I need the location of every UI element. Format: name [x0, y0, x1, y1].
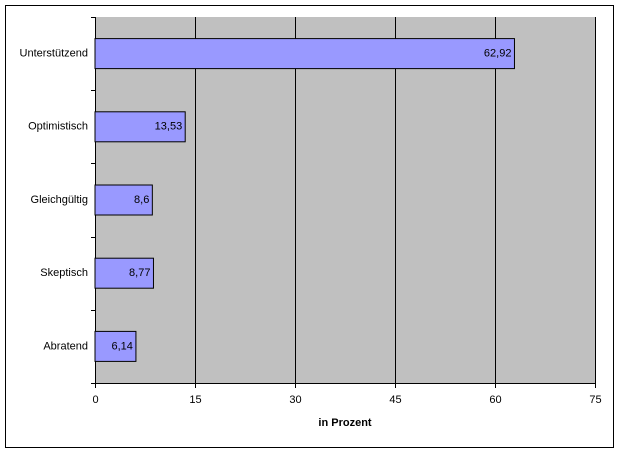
bar [94, 257, 154, 289]
plot-area [95, 17, 595, 383]
value-label: 6,14 [112, 340, 133, 352]
x-tick-label: 30 [289, 394, 301, 406]
x-tick-label: 60 [489, 394, 501, 406]
y-tick-label: Abratend [43, 340, 88, 352]
x-tick-label: 0 [92, 394, 98, 406]
y-tick-label: Gleichgültig [31, 194, 88, 206]
x-tick-label: 15 [189, 394, 201, 406]
bar [94, 184, 153, 216]
x-axis-label: in Prozent [318, 417, 372, 429]
y-tick-label: Optimistisch [28, 121, 88, 133]
x-tick-label: 75 [589, 394, 601, 406]
y-tick-label: Skeptisch [40, 267, 88, 279]
x-tick-label: 45 [389, 394, 401, 406]
value-label: 8,77 [129, 267, 150, 279]
value-label: 8,6 [134, 194, 149, 206]
value-label: 13,53 [155, 121, 183, 133]
y-tick-label: Unterstützend [20, 48, 88, 60]
value-label: 62,92 [484, 48, 512, 60]
bar [94, 111, 186, 143]
bar [94, 38, 515, 70]
bar [94, 330, 137, 362]
